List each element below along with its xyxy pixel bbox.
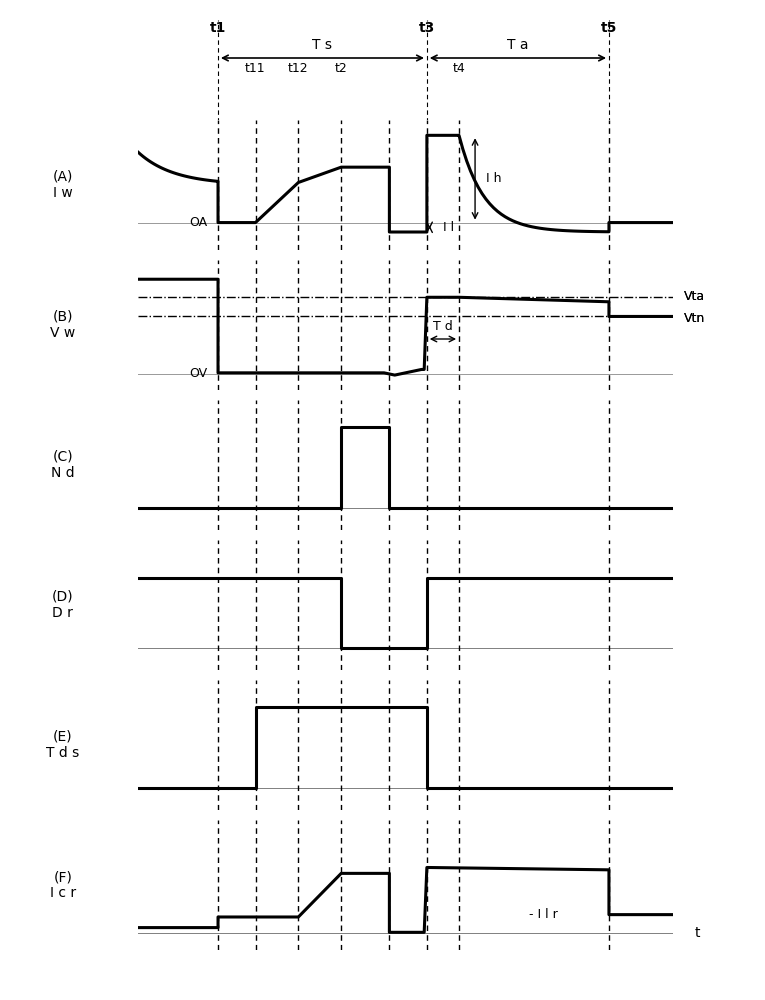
- Text: I l: I l: [443, 221, 454, 234]
- Text: OV: OV: [189, 367, 207, 380]
- Text: t: t: [695, 926, 700, 940]
- Text: t5: t5: [601, 21, 617, 35]
- Text: t12: t12: [288, 62, 308, 75]
- Text: (F)
I c r: (F) I c r: [50, 870, 76, 900]
- Text: OA: OA: [189, 216, 207, 229]
- Text: Vtn: Vtn: [684, 312, 705, 325]
- Text: t3: t3: [418, 21, 435, 35]
- Text: t11: t11: [246, 62, 265, 75]
- Text: I h: I h: [486, 172, 501, 185]
- Text: T s: T s: [312, 38, 333, 52]
- Text: (A)
I w: (A) I w: [53, 170, 73, 200]
- Text: t1: t1: [210, 21, 226, 35]
- Text: (E)
T d s: (E) T d s: [46, 730, 80, 760]
- Text: t2: t2: [335, 62, 347, 75]
- Text: t4: t4: [453, 62, 465, 75]
- Text: (C)
N d: (C) N d: [51, 450, 74, 480]
- Text: (D)
D r: (D) D r: [52, 590, 73, 620]
- Text: T d: T d: [433, 320, 453, 333]
- Text: - I l r: - I l r: [529, 908, 558, 921]
- Text: Vta: Vta: [684, 290, 705, 303]
- Text: T a: T a: [507, 38, 529, 52]
- Text: Vtn: Vtn: [684, 312, 705, 325]
- Text: Vta: Vta: [684, 290, 705, 303]
- Text: (B)
V w: (B) V w: [50, 310, 76, 340]
